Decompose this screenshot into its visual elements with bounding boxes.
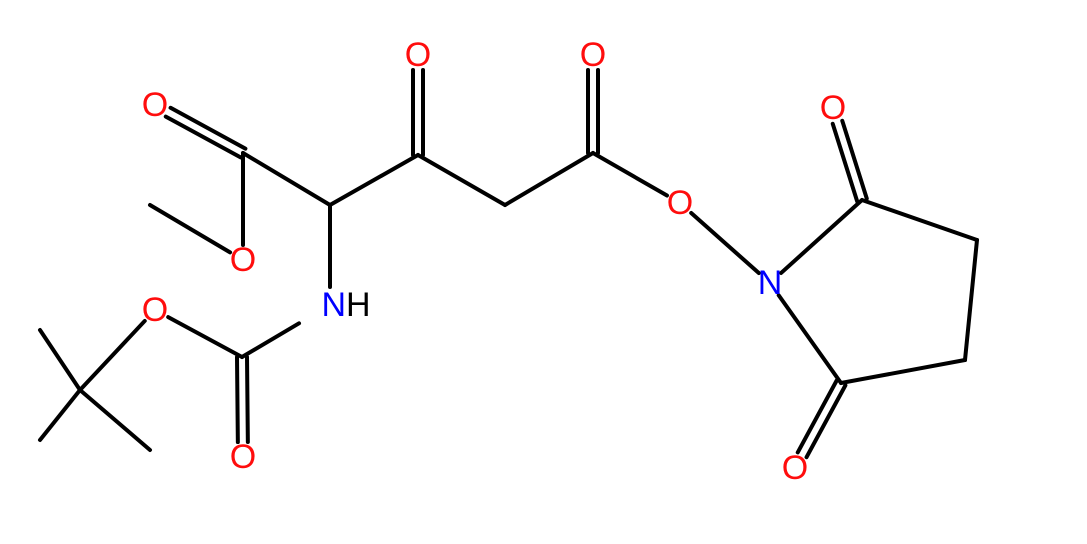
svg-text:N: N — [758, 264, 783, 302]
svg-text:O: O — [405, 36, 431, 74]
svg-text:NH: NH — [321, 286, 370, 324]
svg-text:O: O — [580, 36, 606, 74]
svg-text:O: O — [667, 184, 693, 222]
svg-text:O: O — [142, 291, 168, 329]
svg-text:O: O — [820, 89, 846, 127]
molecule-diagram: O O NH O O O O O N O O — [0, 0, 1087, 544]
svg-text:O: O — [782, 449, 808, 487]
svg-text:O: O — [230, 438, 256, 476]
svg-text:O: O — [142, 86, 168, 124]
svg-text:O: O — [230, 241, 256, 279]
